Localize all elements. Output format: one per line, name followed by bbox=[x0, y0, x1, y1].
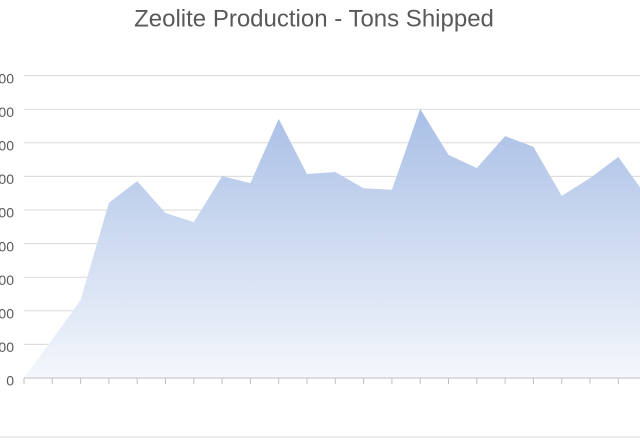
y-tick-label: 400 bbox=[0, 238, 14, 254]
y-tick-label: 0 bbox=[6, 373, 14, 389]
y-tick-label: 300 bbox=[0, 272, 14, 288]
y-tick-label: 100 bbox=[0, 339, 14, 355]
y-tick-label: 500 bbox=[0, 205, 14, 221]
y-tick-label: 700 bbox=[0, 138, 14, 154]
y-tick-label: 600 bbox=[0, 171, 14, 187]
chart-title: Zeolite Production - Tons Shipped bbox=[134, 5, 494, 32]
y-tick-label: 800 bbox=[0, 104, 14, 120]
area bbox=[24, 108, 640, 378]
y-tick-label: 200 bbox=[0, 306, 14, 322]
y-tick-label: 900 bbox=[0, 70, 14, 86]
